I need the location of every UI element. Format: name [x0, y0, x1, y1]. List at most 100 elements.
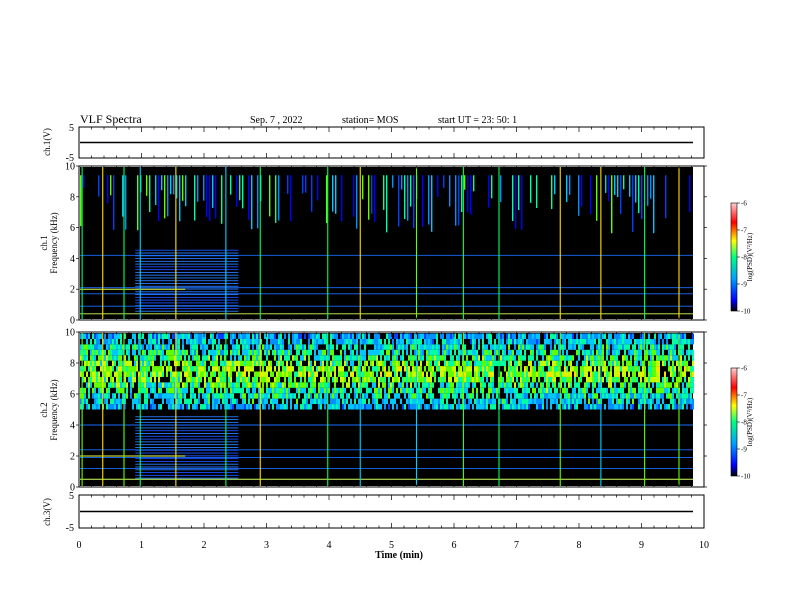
spectral-cell [204, 366, 206, 372]
spectral-cell [352, 404, 354, 410]
spectral-cell [456, 360, 458, 367]
spectral-cell [652, 393, 654, 399]
spectral-streak [332, 175, 334, 212]
spectral-cell [332, 366, 334, 372]
spectral-cell [650, 349, 652, 356]
spectral-cell [166, 333, 168, 339]
interference-line [135, 302, 239, 304]
spectral-cell [424, 344, 426, 350]
spectral-cell [602, 366, 604, 372]
spectral-cell [662, 349, 664, 356]
spectral-cell [300, 360, 302, 367]
spectral-cell [150, 404, 152, 410]
spectral-cell [424, 376, 426, 383]
spectral-cell [660, 333, 662, 339]
spectral-cell [214, 338, 216, 345]
spectral-cell [584, 338, 586, 345]
spectral-cell [484, 355, 486, 361]
spectral-cell [590, 366, 592, 372]
spectral-cell [436, 355, 438, 361]
spectral-cell [332, 360, 334, 367]
spectral-cell [156, 366, 158, 372]
spectral-cell [450, 382, 452, 388]
spectral-cell [294, 404, 296, 410]
spectral-cell [546, 404, 548, 410]
spectral-cell [196, 333, 198, 339]
spectral-cell [378, 333, 380, 339]
spectral-cell [244, 366, 246, 372]
spectral-cell [224, 366, 226, 372]
spectral-cell [532, 382, 534, 388]
spectral-cell [564, 398, 566, 405]
spectral-cell [544, 393, 546, 399]
spectral-cell [606, 376, 608, 383]
spectral-cell [224, 398, 226, 405]
spectral-cell [158, 376, 160, 383]
spectral-cell [292, 366, 294, 372]
spectral-cell [324, 398, 326, 405]
spectral-cell [106, 387, 108, 394]
spectral-cell [352, 371, 354, 377]
spectral-cell [176, 360, 178, 367]
spectral-cell [298, 333, 300, 339]
spectral-cell [522, 371, 524, 377]
spectral-cell [528, 338, 530, 345]
spectral-cell [500, 371, 502, 377]
spectral-cell [212, 371, 214, 377]
spectral-cell [550, 349, 552, 356]
spectral-cell [412, 371, 414, 377]
spectral-cell [518, 349, 520, 356]
spectral-cell [86, 398, 88, 405]
spectral-cell [606, 349, 608, 356]
spectral-cell [302, 398, 304, 405]
spectral-cell [328, 344, 330, 350]
spectral-cell [650, 355, 652, 361]
spectral-cell [368, 366, 370, 372]
spectral-cell [356, 333, 358, 339]
spectral-cell [302, 344, 304, 350]
spectral-cell [582, 349, 584, 356]
spectral-cell [328, 371, 330, 377]
spectral-cell [110, 382, 112, 388]
spectral-cell [358, 333, 360, 339]
spectral-cell [318, 366, 320, 372]
spectral-cell [556, 404, 558, 410]
spectral-cell [302, 349, 304, 356]
spectral-cell [98, 393, 100, 399]
spectral-streak [215, 175, 217, 219]
spectral-cell [270, 333, 272, 339]
spectral-cell [104, 333, 106, 339]
spectral-cell [622, 393, 624, 399]
spectral-cell [206, 344, 208, 350]
spectral-cell [340, 376, 342, 383]
spectral-cell [122, 393, 124, 399]
spectral-cell [260, 349, 262, 356]
spectral-cell [584, 393, 586, 399]
spectral-cell [282, 338, 284, 345]
spectral-cell [616, 393, 618, 399]
spectral-cell [162, 393, 164, 399]
w1-ytick-bottom: -5 [66, 153, 74, 164]
spectral-cell [372, 349, 374, 356]
spectral-cell [438, 366, 440, 372]
spectral-cell [298, 338, 300, 345]
spectral-cell [366, 371, 368, 377]
spectral-cell [608, 344, 610, 350]
spectral-cell [314, 398, 316, 405]
spectral-cell [650, 371, 652, 377]
spectral-cell [372, 366, 374, 372]
spectral-cell [184, 371, 186, 377]
spectral-cell [414, 349, 416, 356]
spectral-cell [650, 404, 652, 410]
spectral-cell [680, 344, 682, 350]
spectral-cell [220, 355, 222, 361]
spectral-cell [394, 398, 396, 405]
spectral-cell [536, 371, 538, 377]
spectral-cell [508, 404, 510, 410]
spectral-cell [558, 382, 560, 388]
spectral-cell [490, 376, 492, 383]
spectral-cell [182, 338, 184, 345]
spectral-cell [252, 398, 254, 405]
spectral-cell [100, 376, 102, 383]
spectral-cell [578, 344, 580, 350]
